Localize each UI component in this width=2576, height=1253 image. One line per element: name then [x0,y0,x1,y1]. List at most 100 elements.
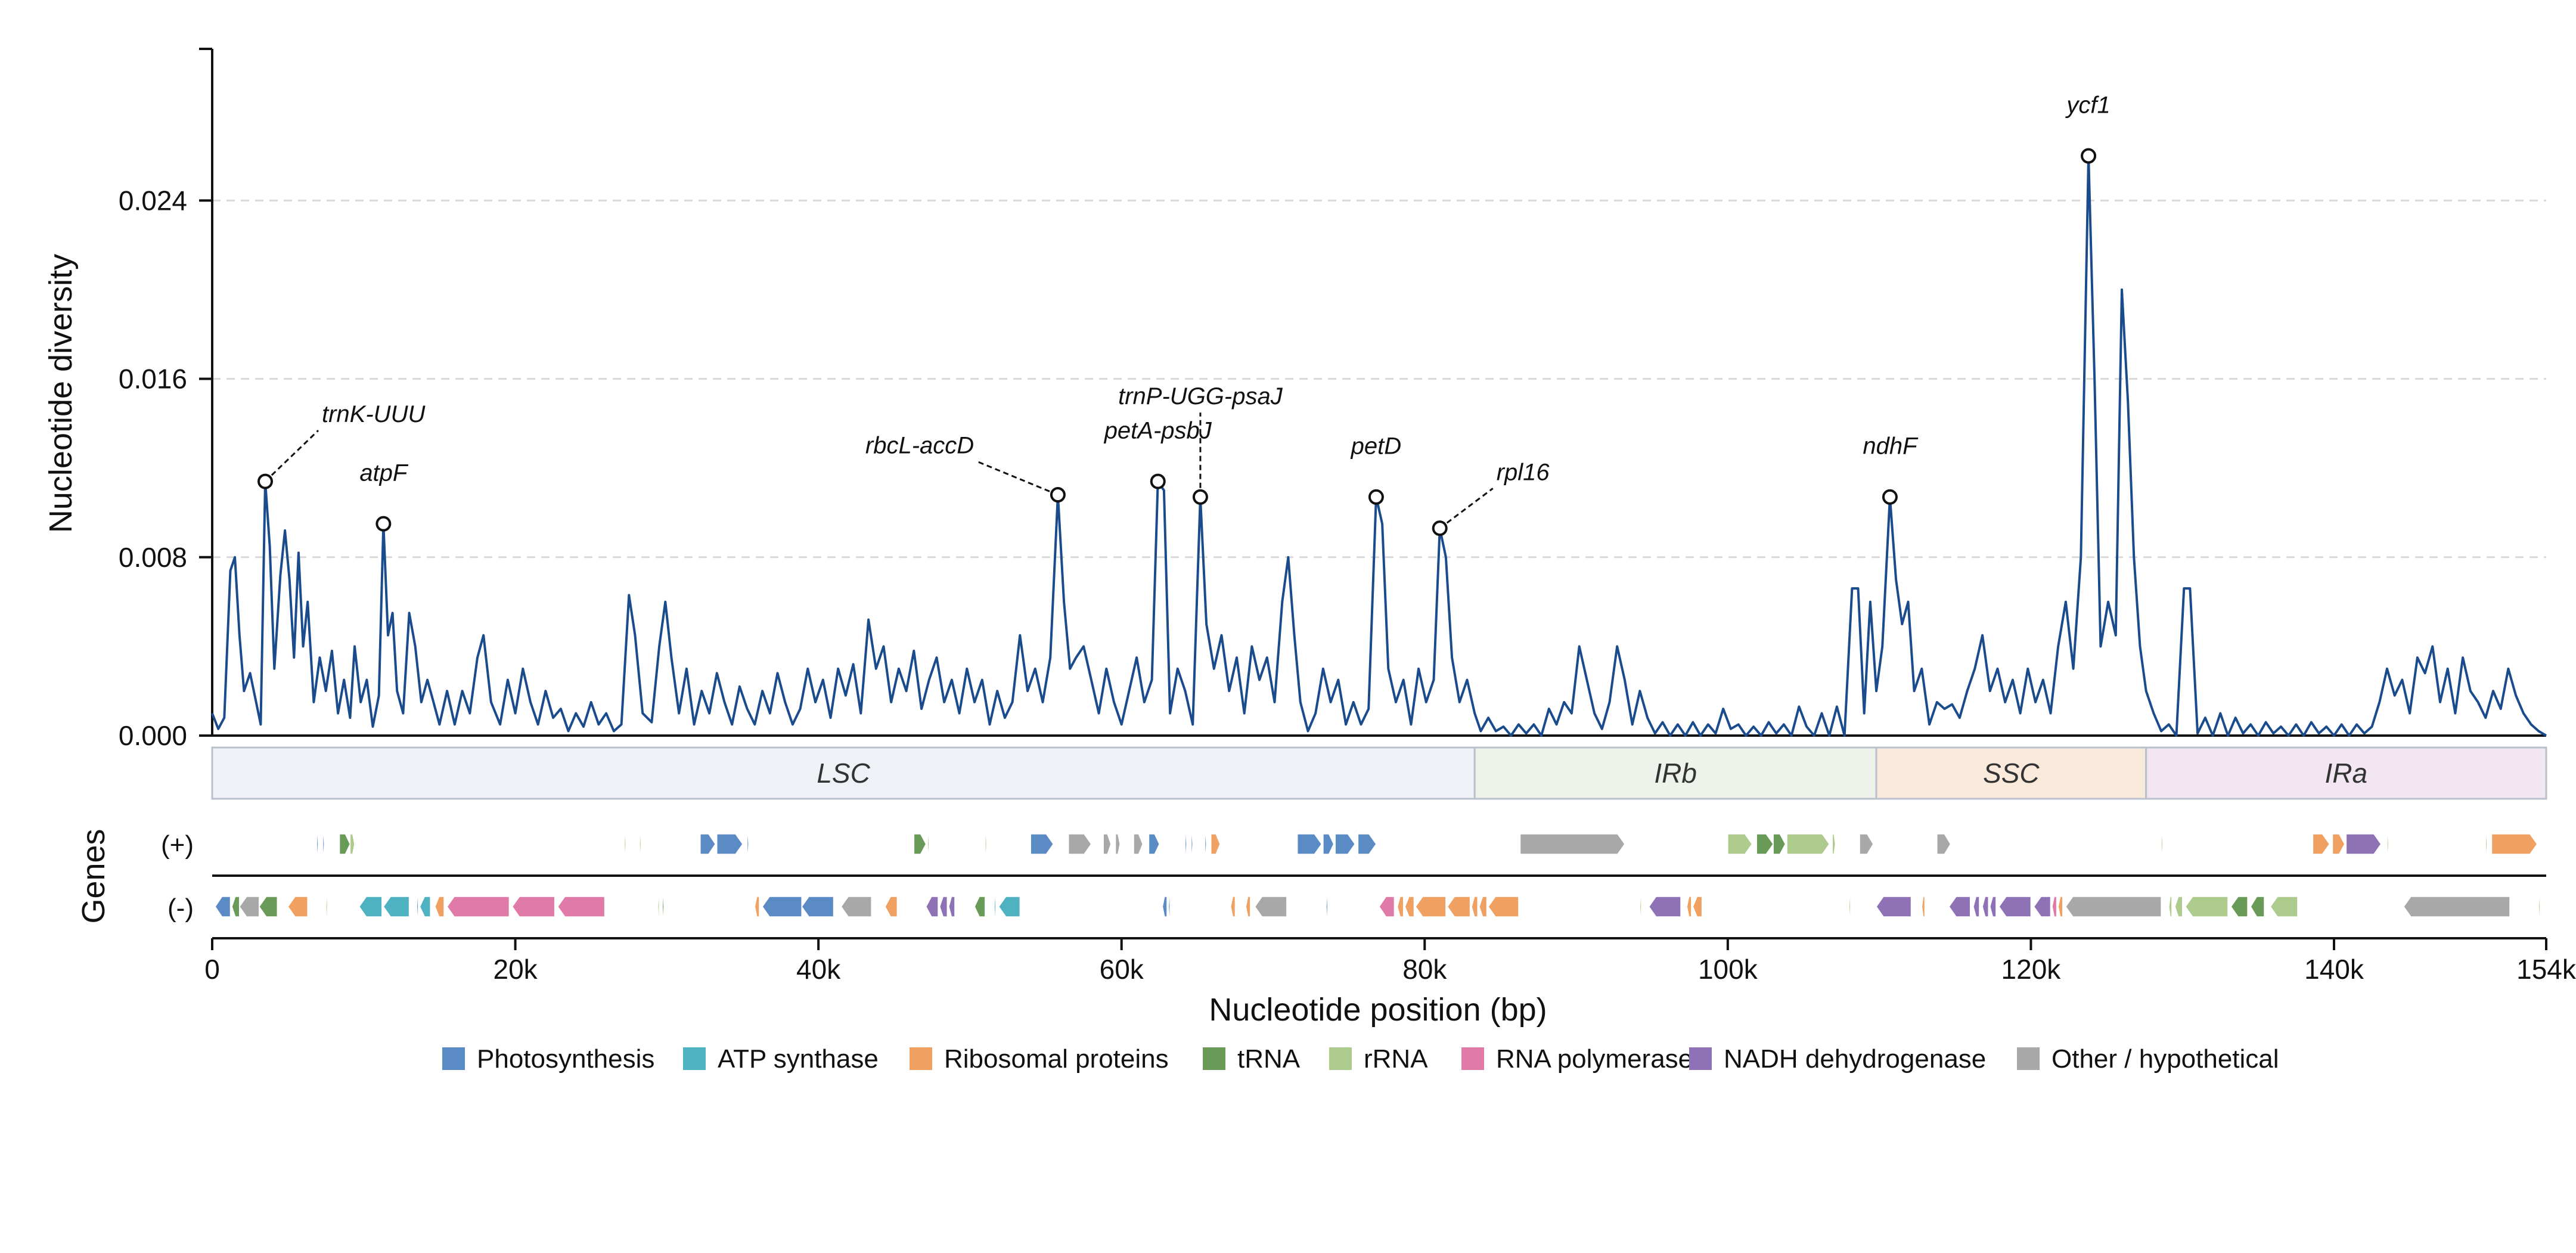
gene-arrow [1686,896,1692,917]
gene-arrow [231,896,240,917]
gene-arrow [511,896,555,917]
gene-arrow [1973,896,1980,917]
gene-arrow [998,896,1021,917]
gene-arrow [2057,896,2063,917]
peak-leader-line [1439,488,1494,529]
peak-label: ycf1 [2065,92,2110,118]
gene-arrow [1357,833,1377,855]
diversity-line-layer [211,154,2547,737]
y-axis-title: Nucleotide diversity [43,254,79,533]
legend-swatch [683,1047,706,1070]
gene-arrow [2250,896,2265,917]
legend-label: RNA polymerase [1496,1044,1693,1074]
gene-arrow [383,896,410,917]
x-tick-label: 40k [796,954,841,985]
gene-arrow [1859,833,1874,855]
gene-arrow [2345,833,2382,855]
x-tick-label: 120k [2001,954,2062,985]
gene-arrow [1989,896,1997,917]
grid-lines [212,199,2546,559]
gene-arrow [2230,896,2248,917]
peak-label: rbcL-accD [865,432,974,458]
y-tick-label: 0.000 [119,720,187,751]
gene-arrow [2491,833,2538,855]
gene-arrow [1184,833,1187,855]
gene-arrow [1415,896,1447,917]
gene-arrow [716,833,743,855]
peak-leader-line [264,430,319,482]
region-box [211,746,1476,800]
gene-arrow [1254,896,1287,917]
gene-arrow [1323,833,1334,855]
gene-arrow [446,896,510,917]
region-label: IRb [1654,758,1697,789]
gene-arrow [1479,896,1488,917]
gene-arrow [2270,896,2298,917]
gene-arrow [1639,896,1642,917]
peak-marker [1882,489,1898,505]
gene-arrow [1488,896,1519,917]
gene-arrow [927,833,930,855]
gene-arrow [2312,833,2330,855]
legend-swatch [1203,1047,1225,1070]
gene-arrow [1948,896,1971,917]
x-tick-label: 20k [493,954,538,985]
region-label: IRa [2325,758,2368,789]
x-tick-label: 60k [1100,954,1144,985]
gene-arrow [762,896,802,917]
gene-arrow [1168,896,1171,917]
gene-arrow [1148,833,1160,855]
gene-arrow [1848,896,1851,917]
diversity-line [211,154,2547,737]
region-bar: LSC IRb SSC IRa [211,746,2547,800]
gene-arrow [1245,896,1251,917]
x-tick-label: 0 [204,954,220,985]
gene-arrow [2332,833,2345,855]
gene-arrow [1067,833,1092,855]
peak-marker [1192,489,1208,505]
x-tick-label: 100k [1698,954,1758,985]
axes: Nucleotide diversity Nucleotide position… [43,48,2576,1028]
gene-arrow [662,896,665,917]
gene-arrow [974,896,986,917]
gene-arrow [1727,833,1753,855]
peak-label: petA-psbJ [1104,418,1212,444]
gene-arrow [2538,896,2541,917]
peak-marker [257,473,273,489]
peak-marker [1432,520,1448,536]
legend-label: tRNA [1237,1044,1301,1074]
legend: Photosynthesis ATP synthase Ribosomal prot… [442,1044,2279,1074]
gene-arrow [657,896,660,917]
gene-arrow [2485,833,2488,855]
gene-arrow [2065,896,2162,917]
gene-arrow [2386,833,2389,855]
gene-arrow [1379,896,1395,917]
peak-label: trnP-UGG-psaJ [1118,383,1283,410]
legend-swatch [1461,1047,1484,1070]
y-tick-label: 0.008 [119,542,187,573]
gene-arrow [258,896,278,917]
gene-arrow [2174,896,2183,917]
minus-strand-label: (-) [167,894,194,923]
gene-arrow [1210,833,1221,855]
plus-strand-label: (+) [161,830,194,860]
gene-arrow [994,896,997,917]
gene-arrow [325,896,328,917]
x-axis-title: Nucleotide position (bp) [1209,992,1547,1028]
gene-arrow [416,896,419,917]
gene-arrow [700,833,716,855]
gene-arrow [925,896,939,917]
legend-swatch [1689,1047,1712,1070]
gene-arrow [434,896,445,917]
gene-arrow [623,833,626,855]
region-label: SSC [1983,758,2040,789]
gene-arrow [1326,896,1329,917]
gene-arrow [1404,896,1415,917]
gene-arrow [1692,896,1703,917]
gene-arrow [1921,896,1926,917]
peak-marker [375,516,392,532]
gene-arrow [1334,833,1356,855]
gene-arrow [287,896,308,917]
peak-leader-line [977,461,1059,496]
